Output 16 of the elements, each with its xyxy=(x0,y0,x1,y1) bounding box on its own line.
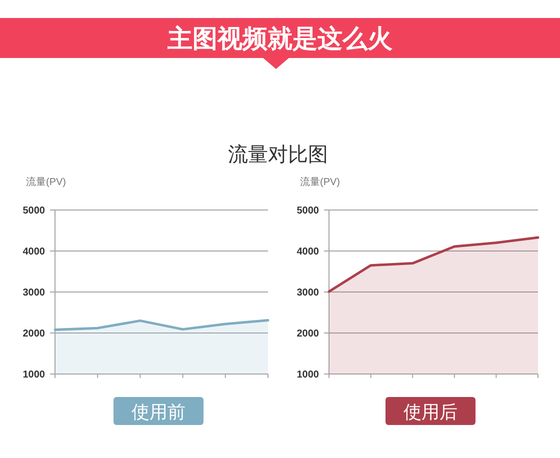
y-axis-title: 流量(PV) xyxy=(26,176,66,188)
y-tick-label: 3000 xyxy=(296,288,320,298)
chart-subtitle: 流量对比图 xyxy=(228,144,328,166)
y-tick-label: 5000 xyxy=(22,206,46,216)
y-tick-label: 1000 xyxy=(296,370,320,380)
y-tick-label: 3000 xyxy=(22,288,46,298)
y-tick-label: 2000 xyxy=(22,328,46,340)
y-axis-title: 流量(PV) xyxy=(300,176,340,188)
y-tick-label: 2000 xyxy=(296,328,320,340)
y-tick-label: 4000 xyxy=(22,246,46,258)
y-tick-label: 1000 xyxy=(22,370,46,380)
x-axis-title: 使用前 xyxy=(132,402,186,422)
chart-title: 主图视频就是这么火 xyxy=(166,25,394,53)
x-axis-title: 使用后 xyxy=(404,402,458,422)
y-tick-label: 5000 xyxy=(296,206,320,216)
y-tick-label: 4000 xyxy=(296,246,320,258)
